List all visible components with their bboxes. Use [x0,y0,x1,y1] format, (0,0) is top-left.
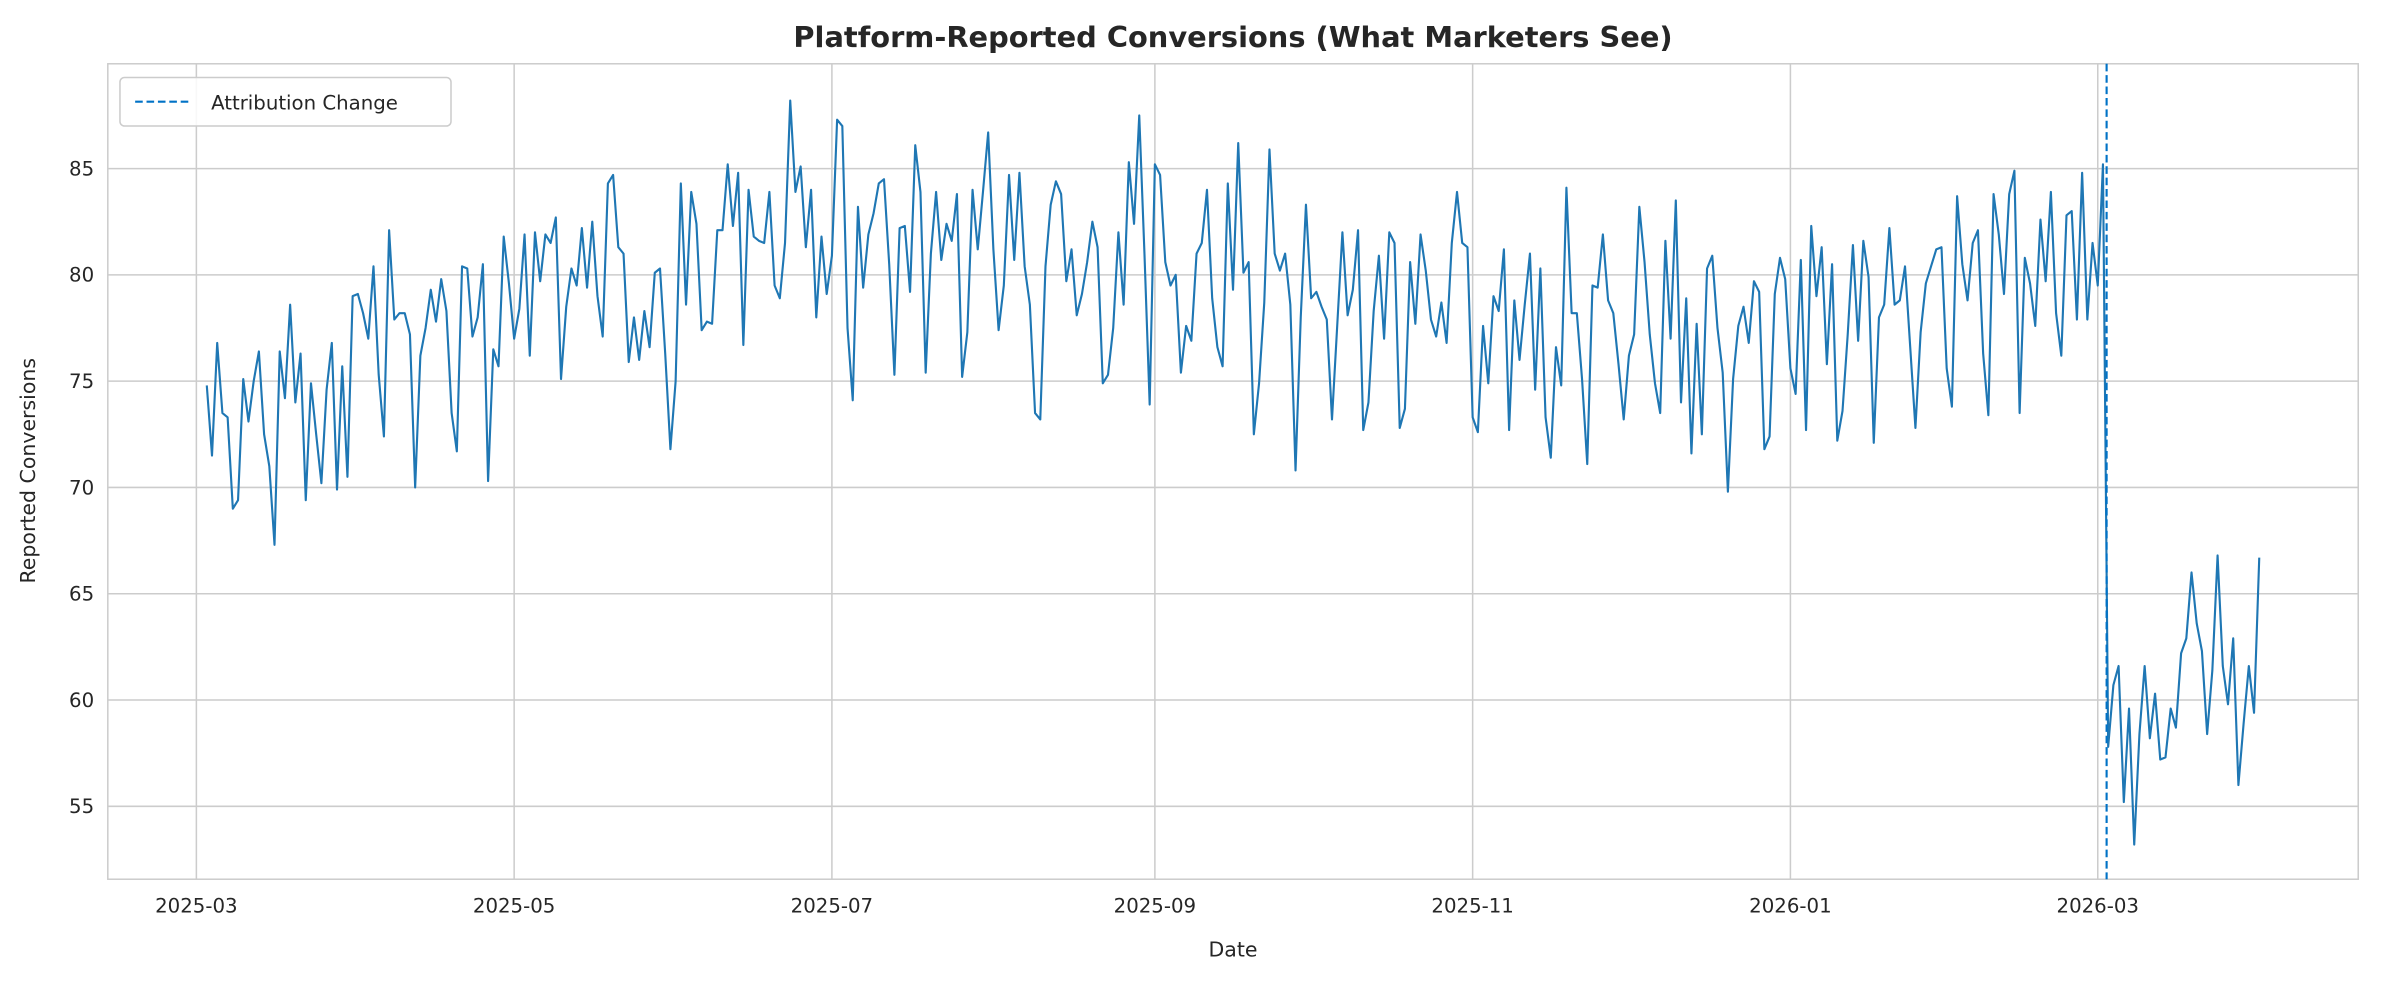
y-tick-label: 65 [69,583,94,606]
x-axis-label: Date [1209,938,1258,962]
legend: Attribution Change [119,76,452,127]
x-axis-ticks: 2025-03 2025-05 2025-07 2025-09 2025-11 2026-… [155,895,2139,918]
x-tick-label: 2025-09 [1114,895,1196,918]
plot-frame [107,63,2359,880]
y-axis-ticks: 55 60 65 70 75 80 85 [69,157,94,818]
y-tick-label: 55 [69,795,94,818]
x-tick-label: 2026-01 [1749,895,1831,918]
series-line-reported-conversions [205,99,2261,846]
y-axis-label: Reported Conversions [16,358,40,584]
chart-title: Platform-Reported Conversions (What Mark… [793,20,1672,54]
y-tick-label: 75 [69,370,94,393]
x-tick-label: 2026-03 [2057,895,2139,918]
y-tick-label: 85 [69,157,94,180]
x-tick-label: 2025-11 [1431,895,1513,918]
y-tick-label: 70 [69,476,94,499]
x-tick-label: 2025-07 [791,895,873,918]
legend-label: Attribution Change [211,91,398,114]
legend-box [119,76,452,127]
x-tick-label: 2025-03 [155,895,237,918]
y-tick-label: 60 [69,689,94,712]
x-tick-label: 2025-05 [473,895,555,918]
y-tick-label: 80 [69,264,94,287]
